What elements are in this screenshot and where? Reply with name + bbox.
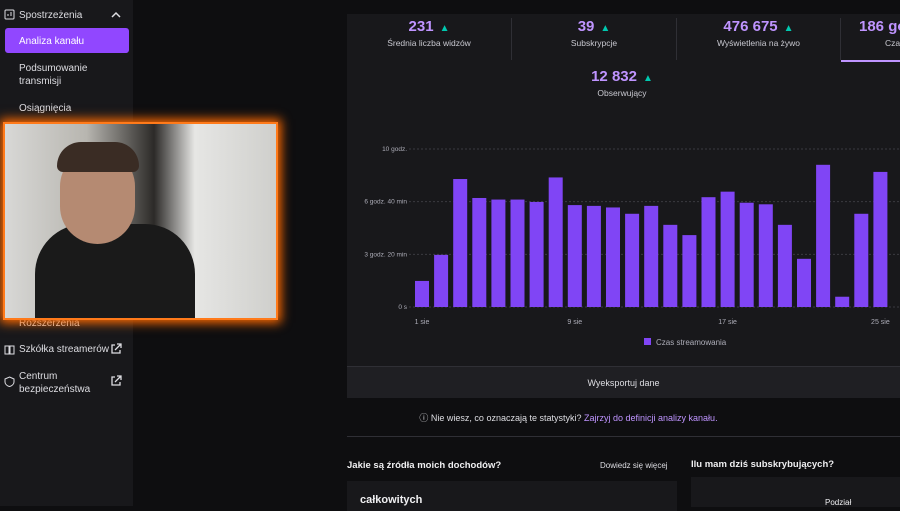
- x-tick-label: 17 sie: [718, 319, 737, 326]
- bar: [739, 202, 754, 307]
- bar: [644, 205, 659, 307]
- bar: [835, 296, 850, 307]
- card: Podział: [691, 477, 900, 507]
- nav-item[interactable]: Analiza kanału: [19, 36, 85, 47]
- bar: [873, 171, 888, 307]
- bar: [434, 254, 449, 307]
- nav-item[interactable]: Szkółka streamerów: [19, 344, 110, 355]
- stat-value: 186 godz.: [859, 18, 900, 35]
- bar: [777, 224, 792, 307]
- y-tick-label: 6 godz. 40 min: [364, 199, 407, 206]
- nav-item[interactable]: Podsumowanie transmisji: [19, 63, 88, 87]
- x-tick-label: 1 sie: [415, 319, 430, 326]
- bar: [625, 213, 640, 307]
- y-tick-label: 3 godz. 20 min: [364, 251, 407, 258]
- bar: [453, 179, 468, 307]
- stat[interactable]: 231 ▲ Średnia liczba widzów: [347, 18, 512, 60]
- y-tick-label: 0 s: [398, 304, 407, 311]
- bar: [606, 207, 620, 307]
- webcam-overlay: [3, 122, 278, 320]
- section-heading: Jakie są źródła moich dochodów?: [347, 460, 502, 471]
- divider: [347, 436, 900, 437]
- nav-item[interactable]: Osiągnięcia: [19, 103, 72, 114]
- webcam-hair: [57, 142, 139, 172]
- stat-value: 476 675: [723, 18, 778, 35]
- external-icon: [111, 343, 122, 354]
- bar: [816, 164, 831, 307]
- section-title[interactable]: Spostrzeżenia: [19, 10, 83, 21]
- legend-label: Czas streamowania: [656, 338, 727, 347]
- stat-label: Subskrypcje: [570, 38, 618, 48]
- card: całkowitych: [347, 481, 677, 511]
- stat-label: Wyświetlenia na żywo: [716, 38, 801, 48]
- card-title: Podział: [825, 498, 852, 507]
- stat-value: 39: [577, 18, 595, 35]
- bar: [529, 201, 544, 307]
- bar: [491, 199, 506, 307]
- help-text: ⓘ Nie wiesz, co oznaczają te statystyki?…: [419, 413, 718, 423]
- card-title: całkowitych: [360, 494, 423, 506]
- bar: [682, 235, 697, 307]
- bar: [586, 205, 601, 307]
- help-question: Nie wiesz, co oznaczają te statystyki?: [430, 413, 582, 423]
- bar: [797, 258, 811, 307]
- stat-value: 12 832: [591, 68, 637, 85]
- bar: [663, 224, 678, 307]
- stat[interactable]: 12 832 ▲ Obserwujący: [547, 68, 697, 110]
- bar: [854, 213, 869, 307]
- active-item[interactable]: [5, 28, 129, 53]
- bar: [510, 199, 525, 307]
- icon: [4, 9, 15, 20]
- legend-swatch: [644, 338, 651, 345]
- bar: [701, 197, 716, 307]
- stat[interactable]: 39 ▲ Subskrypcje: [512, 18, 677, 60]
- export-button[interactable]: Wyeksportuj dane: [347, 366, 900, 398]
- bar: [415, 280, 429, 307]
- section-heading: Ilu mam dziś subskrybujących?: [691, 459, 835, 470]
- stat-label: Średnia liczba widzów: [387, 38, 471, 48]
- nav-item[interactable]: Centrum bezpieczeństwa: [19, 371, 91, 395]
- stat-value: 231: [408, 18, 434, 35]
- nav-item[interactable]: Rozszerzenia: [19, 318, 80, 329]
- icon: [4, 345, 15, 355]
- bar: [720, 191, 735, 307]
- section-link[interactable]: Dowiedz się więcej: [600, 461, 668, 470]
- icon: [4, 376, 15, 387]
- bar: [567, 205, 582, 307]
- x-tick-label: 25 sie: [871, 319, 890, 326]
- bar: [758, 204, 773, 307]
- analytics-panel: 231 ▲ Średnia liczba widzów 39 ▲ Subskrypcje…: [347, 14, 900, 398]
- stat-label: Obserwujący: [597, 88, 647, 98]
- stat[interactable]: 476 675 ▲ Wyświetlenia na żywo: [677, 18, 841, 60]
- chevron[interactable]: [111, 11, 121, 18]
- x-tick-label: 9 sie: [567, 319, 582, 326]
- stat[interactable]: 186 godz. Czas streamowania: [841, 18, 900, 62]
- bar: [472, 197, 487, 307]
- help-link[interactable]: Zajrzyj do definicji analizy kanału.: [584, 413, 718, 423]
- external-icon: [111, 375, 122, 386]
- y-tick-label: 10 godz.: [382, 146, 407, 153]
- stat-label: Czas streamowania: [885, 38, 900, 48]
- bar: [548, 177, 563, 307]
- chart: 0 s 3 godz. 20 min 6 godz. 40 min 10 godz. 1…: [364, 146, 900, 347]
